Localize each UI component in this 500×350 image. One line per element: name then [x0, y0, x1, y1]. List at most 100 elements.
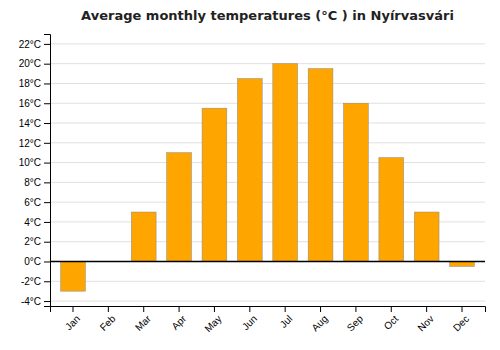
bar: [414, 212, 439, 261]
grid-line: [50, 123, 485, 124]
grid: [50, 44, 485, 301]
x-tick-mark: [249, 306, 250, 312]
x-tick: Mar: [133, 306, 153, 333]
x-tick: May: [202, 306, 223, 334]
y-tick: 12°C: [19, 138, 50, 149]
plot-area: [50, 64, 485, 291]
x-tick: Jan: [63, 306, 82, 332]
x-tick-mark: [214, 306, 215, 312]
x-tick-mark: [391, 306, 392, 312]
x-tick: Sep: [345, 306, 366, 333]
y-tick-label: 10°C: [19, 157, 41, 168]
grid-line: [50, 162, 485, 163]
y-tick: 20°C: [19, 58, 50, 69]
grid-line: [50, 281, 485, 282]
x-tick: Oct: [382, 306, 401, 332]
x-tick-label: Dec: [451, 313, 471, 333]
y-tick-label: 4°C: [24, 217, 41, 228]
x-tick-label: Feb: [98, 313, 118, 333]
y-tick-mark: [44, 182, 50, 183]
y-tick-mark: [44, 281, 50, 282]
x-tick-label: Jul: [278, 313, 295, 330]
y-tick: -4°C: [21, 296, 50, 307]
bar: [131, 212, 156, 261]
x-tick-label: Mar: [133, 313, 153, 333]
y-tick-mark: [44, 103, 50, 104]
x-tick: Apr: [169, 306, 188, 332]
y-tick: 14°C: [19, 118, 50, 129]
x-tick: Aug: [309, 306, 329, 333]
x-tick-label: Jan: [63, 313, 82, 332]
y-tick: 2°C: [24, 236, 50, 247]
x-tick-label: Oct: [382, 313, 401, 332]
y-tick-label: 16°C: [19, 98, 41, 109]
y-tick-label: 22°C: [19, 39, 41, 50]
x-tick-label: Aug: [309, 313, 329, 333]
bar: [167, 153, 192, 262]
y-tick: -2°C: [21, 276, 50, 287]
bar: [379, 158, 404, 262]
x-tick-label: Nov: [415, 313, 435, 333]
x-tick-mark: [108, 306, 109, 312]
x-tick-label: May: [202, 313, 223, 334]
grid-line: [50, 202, 485, 203]
bar: [308, 69, 333, 262]
grid-line: [50, 103, 485, 104]
chart: -4°C -2°C 0°C 2°C 4°C 6°C 8°C 10°C 12°C 14°C 16°C 1…: [0, 0, 500, 350]
grid-line: [50, 142, 485, 143]
y-tick-label: 12°C: [19, 138, 41, 149]
grid-line: [50, 63, 485, 64]
y-tick-label: -2°C: [21, 276, 41, 287]
x-tick-mark: [462, 306, 463, 312]
y-tick-mark: [44, 163, 50, 164]
x-axis: Jan Feb Mar Apr May Jun Jul Aug Sep Oct Nov Dec: [51, 306, 486, 334]
x-tick: Dec: [451, 306, 471, 333]
y-tick-mark: [44, 123, 50, 124]
y-tick: 18°C: [19, 78, 50, 89]
title: Average monthly temperatures (°C ) in Ny…: [81, 8, 454, 23]
bar: [61, 261, 86, 291]
y-tick-label: 20°C: [19, 58, 41, 69]
y-tick-label: 2°C: [24, 236, 41, 247]
y-tick-label: 14°C: [19, 118, 41, 129]
bar: [273, 64, 298, 262]
x-tick-mark: [285, 306, 286, 312]
y-tick: 16°C: [19, 98, 50, 109]
y-tick-mark: [44, 261, 50, 262]
y-tick: 10°C: [19, 157, 50, 168]
bar: [237, 79, 262, 262]
y-tick-label: 8°C: [24, 177, 41, 188]
y-tick-mark: [44, 222, 50, 223]
y-tick-mark: [44, 143, 50, 144]
x-tick-mark: [355, 306, 356, 312]
x-tick: Nov: [415, 306, 435, 333]
y-tick-mark: [44, 44, 50, 45]
x-tick: Jun: [240, 306, 259, 332]
y-tick-mark: [44, 242, 50, 243]
zero-line: [50, 261, 485, 263]
y-tick-label: -4°C: [21, 296, 41, 307]
grid-line: [50, 182, 485, 183]
y-tick: 4°C: [24, 217, 50, 228]
y-axis-line: [44, 35, 51, 307]
x-tick: Jul: [278, 306, 295, 330]
y-tick: 0°C: [24, 256, 50, 267]
grid-line: [50, 261, 485, 262]
grid-line: [50, 43, 485, 44]
y-tick-label: 6°C: [24, 197, 41, 208]
y-tick: 6°C: [24, 197, 50, 208]
y-tick-mark: [44, 83, 50, 84]
y-tick-label: 18°C: [19, 78, 41, 89]
x-tick-mark: [179, 306, 180, 312]
bar: [344, 103, 369, 261]
y-tick: 8°C: [24, 177, 50, 188]
x-tick-mark: [143, 306, 144, 312]
x-tick-label: Sep: [345, 313, 366, 334]
y-tick-mark: [44, 301, 50, 302]
y-tick: 22°C: [19, 39, 50, 50]
y-tick-mark: [44, 64, 50, 65]
y-axis: -4°C -2°C 0°C 2°C 4°C 6°C 8°C 10°C 12°C 14°C 16°C 1…: [19, 35, 51, 307]
grid-line: [50, 301, 485, 302]
x-tick-mark: [72, 306, 73, 312]
bar: [202, 108, 227, 261]
